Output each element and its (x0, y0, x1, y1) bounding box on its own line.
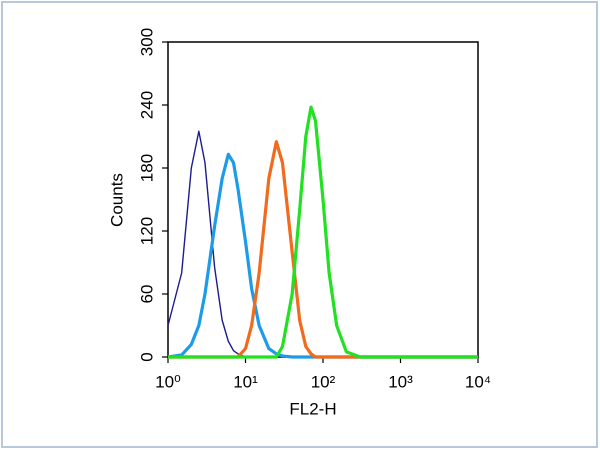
y-tick-label: 300 (137, 28, 156, 56)
y-tick-label: 120 (137, 217, 156, 245)
y-axis-label: Counts (107, 173, 126, 227)
x-tick-label: 10² (311, 372, 336, 391)
x-tick-label: 10³ (388, 372, 413, 391)
x-tick-label: 10⁴ (465, 372, 491, 391)
series-line (168, 105, 478, 359)
x-tick-label: 10⁰ (155, 372, 181, 391)
x-axis-label: FL2-H (289, 399, 336, 418)
x-tick-label: 10¹ (233, 372, 258, 391)
y-tick-label: 0 (137, 352, 156, 361)
y-tick-label: 180 (137, 154, 156, 182)
y-tick-label: 60 (137, 285, 156, 304)
y-tick-label: 240 (137, 91, 156, 119)
